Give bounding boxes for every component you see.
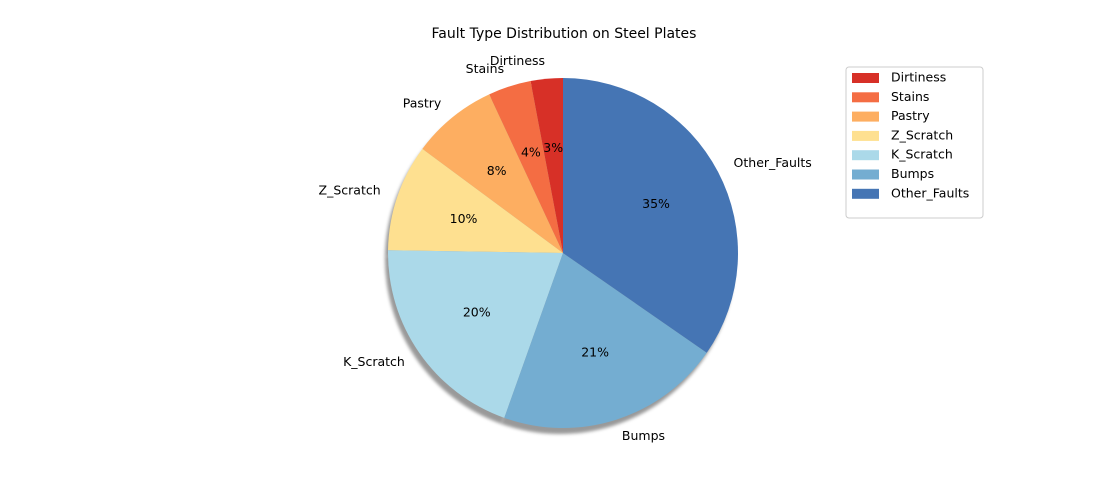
- pct-label-z-scratch: 10%: [450, 211, 478, 226]
- legend-label-bumps: Bumps: [891, 166, 934, 181]
- legend-swatch-other-faults: [852, 188, 879, 199]
- legend-frame: [845, 66, 984, 219]
- legend-swatch-pastry: [852, 111, 879, 122]
- pie-slices: [388, 77, 738, 428]
- legend-label-dirtiness: Dirtiness: [891, 70, 946, 85]
- chart-title: Fault Type Distribution on Steel Plates: [432, 26, 697, 42]
- legend-label-other-faults: Other_Faults: [891, 185, 969, 200]
- legend-swatch-k-scratch: [852, 150, 879, 161]
- slice-label-bumps: Bumps: [622, 428, 665, 443]
- pct-label-k-scratch: 20%: [463, 304, 491, 319]
- pie-slice-other-faults: [563, 77, 738, 353]
- legend-swatch-dirtiness: [852, 73, 879, 83]
- legend-label-z-scratch: Z_Scratch: [891, 127, 953, 142]
- pie-slice-k-scratch: [388, 250, 563, 418]
- slice-label-dirtiness: Dirtiness: [490, 53, 545, 68]
- legend-swatch-stains: [852, 92, 879, 103]
- slice-label-z-scratch: Z_Scratch: [319, 183, 381, 198]
- pie-slice-z-scratch: [388, 148, 563, 253]
- legend-swatch-z-scratch: [852, 130, 879, 141]
- pct-label-bumps: 21%: [581, 344, 609, 359]
- legend-label-pastry: Pastry: [891, 108, 930, 123]
- slice-label-other-faults: Other_Faults: [734, 155, 812, 170]
- pie-slice-bumps: [504, 253, 707, 428]
- percentage-labels: 3%4% 8% 10% 20% 21% 35%: [450, 140, 670, 360]
- legend-label-stains: Stains: [891, 89, 929, 104]
- pct-label-stains: 4%: [521, 145, 541, 160]
- legend-swatch-bumps: [852, 169, 879, 180]
- pie-slice-stains: [489, 81, 563, 253]
- pct-label-dirtiness: 3%: [543, 140, 563, 155]
- legend: Dirtiness Stains Pastry Z_Scratch K_Scratch B…: [845, 66, 984, 219]
- pie-slice-dirtiness: [530, 78, 563, 253]
- slice-label-k-scratch: K_Scratch: [343, 354, 405, 369]
- legend-label-k-scratch: K_Scratch: [891, 147, 953, 162]
- pct-label-other-faults: 35%: [642, 196, 670, 211]
- slice-label-stains: Stains: [466, 61, 504, 76]
- pie-slice-pastry: [422, 94, 563, 253]
- pct-label-pastry: 8%: [487, 163, 507, 178]
- slice-label-pastry: Pastry: [403, 95, 442, 110]
